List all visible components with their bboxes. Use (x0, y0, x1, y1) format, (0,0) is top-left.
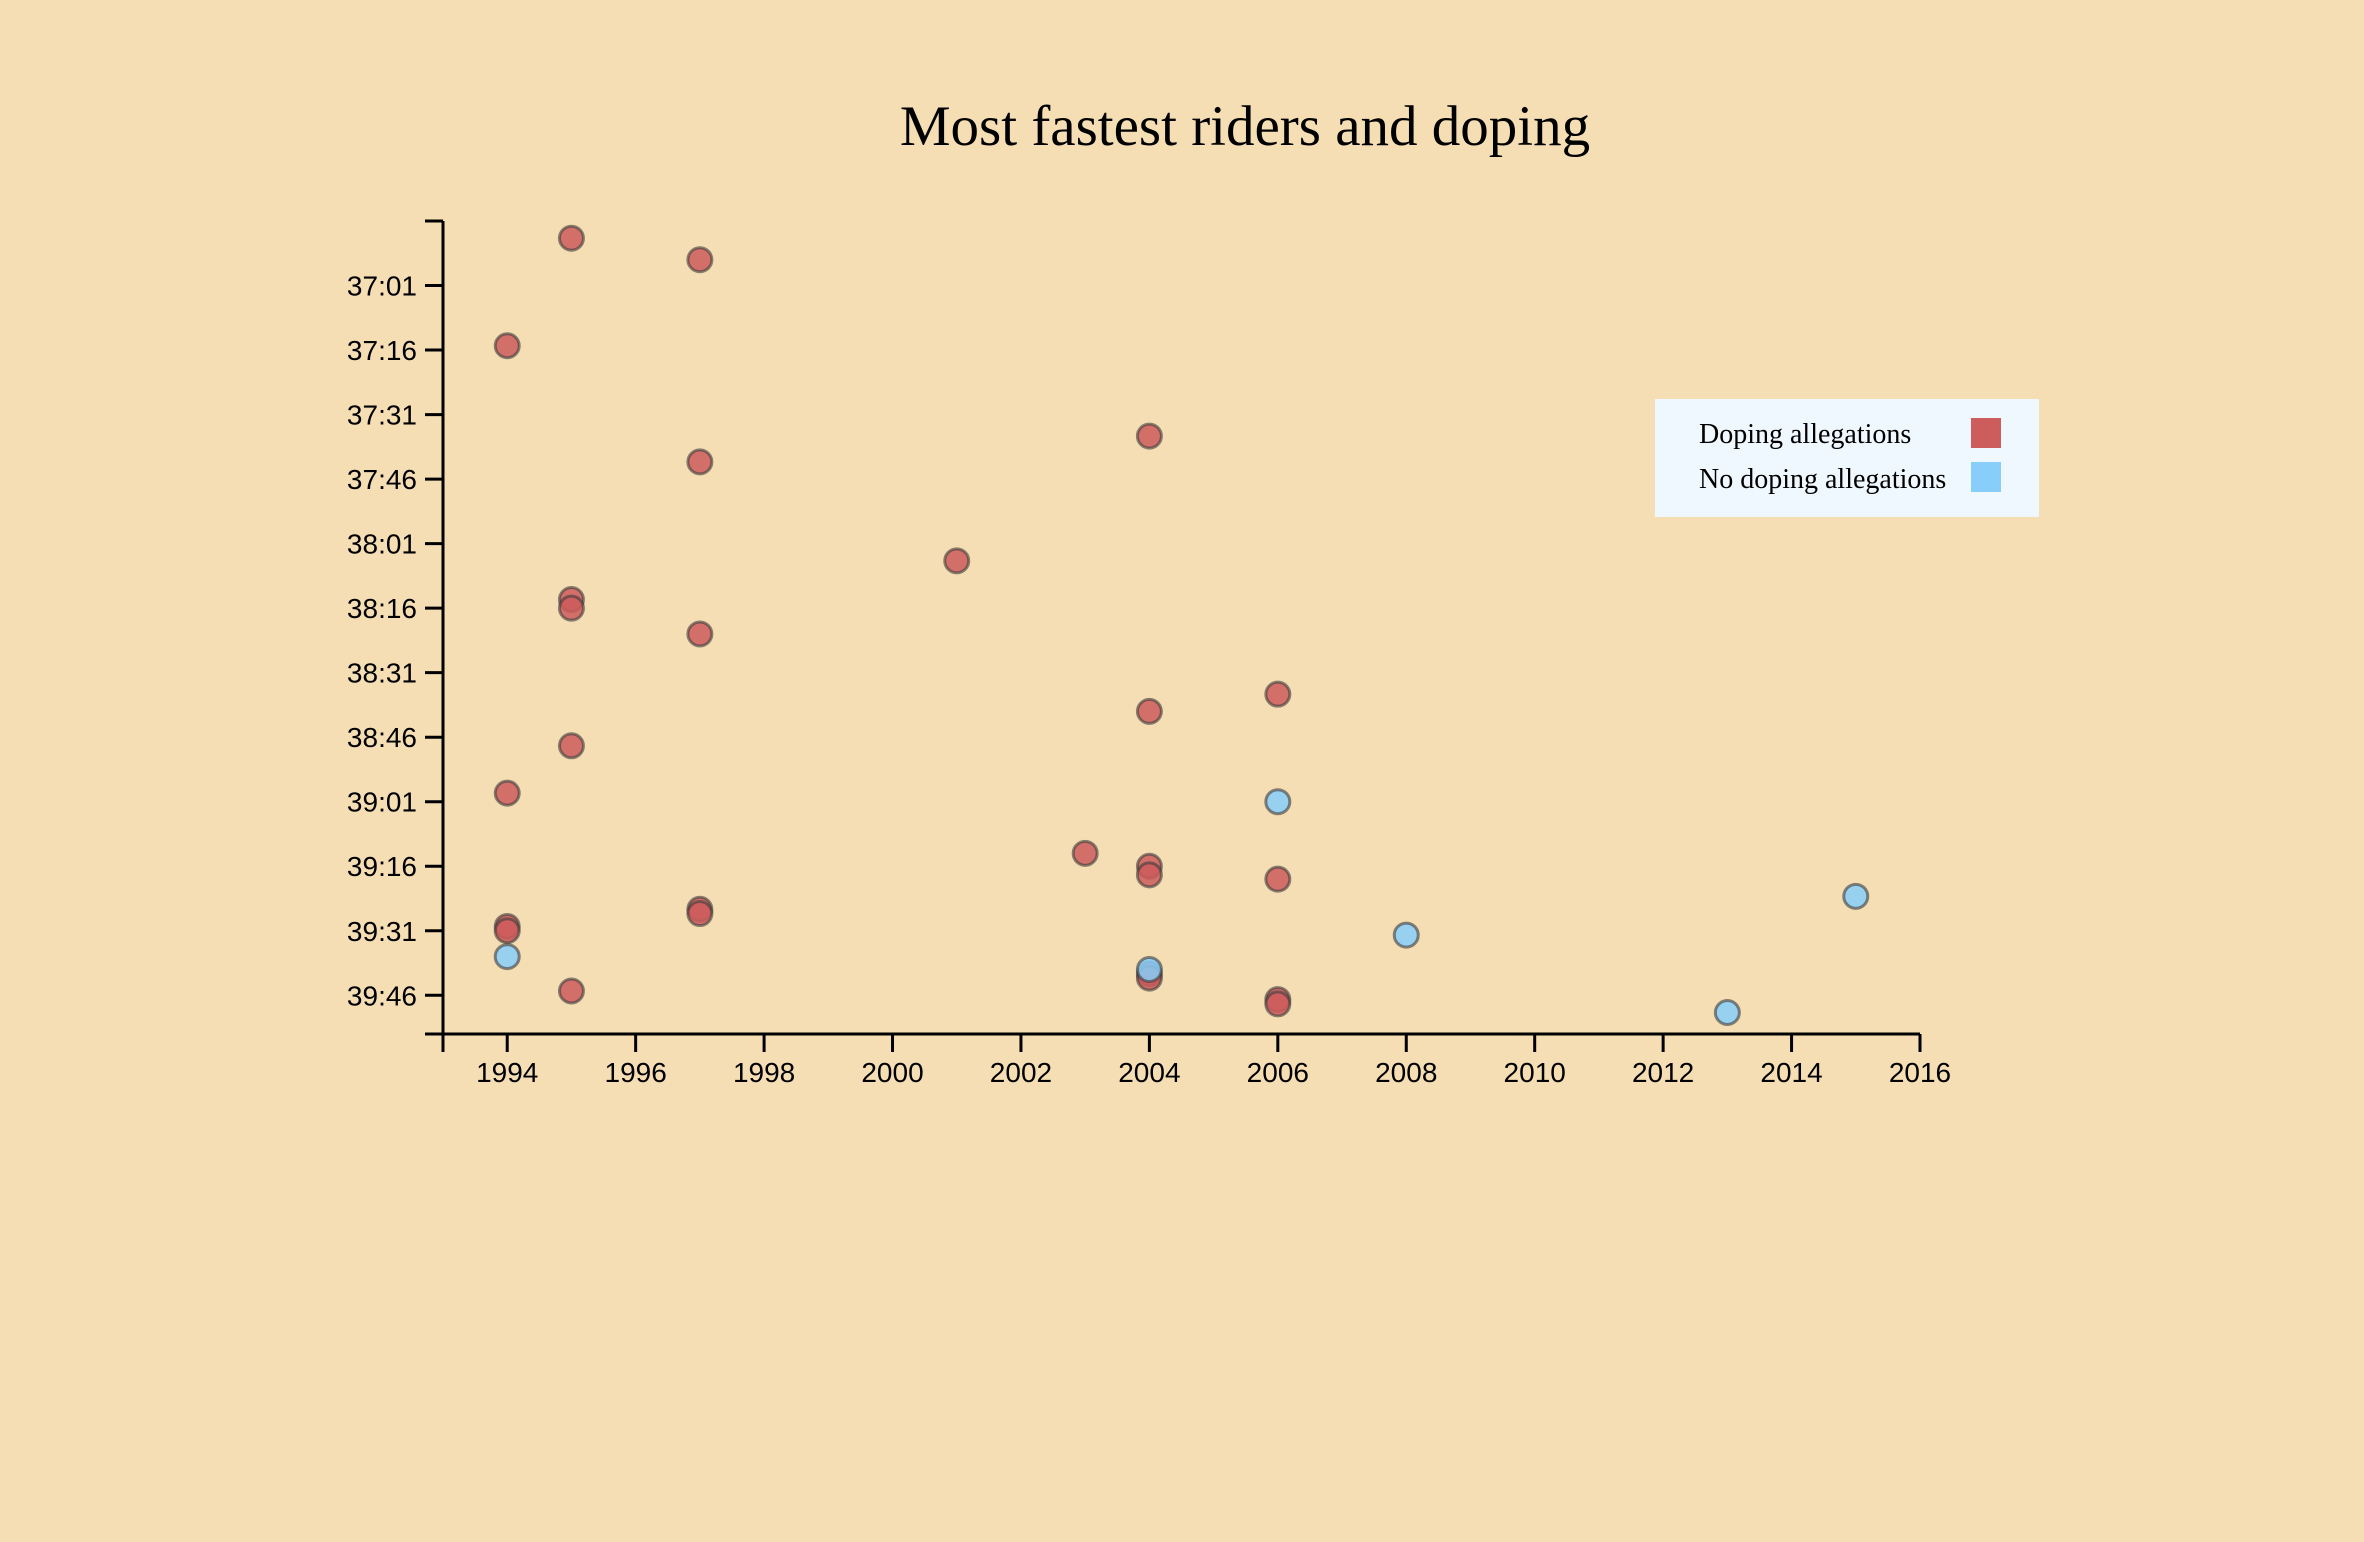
data-point-doping[interactable] (1264, 865, 1292, 893)
x-tick-label: 2000 (861, 1057, 923, 1088)
x-tick-label: 2010 (1504, 1057, 1566, 1088)
y-tick-label: 38:01 (347, 529, 417, 560)
x-tick-label: 2014 (1760, 1057, 1822, 1088)
data-point-doping[interactable] (493, 779, 521, 807)
data-point-doping[interactable] (1071, 839, 1099, 867)
x-tick-label: 2012 (1632, 1057, 1694, 1088)
data-point-doping[interactable] (1135, 861, 1163, 889)
y-tick-label: 38:46 (347, 722, 417, 753)
data-point-doping[interactable] (493, 917, 521, 945)
legend-swatch-doping (1971, 418, 2001, 448)
chart-title: Most fastest riders and doping (900, 95, 1590, 158)
y-tick-label: 37:46 (347, 464, 417, 495)
y-tick-label: 38:16 (347, 593, 417, 624)
y-tick-label: 38:31 (347, 658, 417, 689)
data-point-no-doping[interactable] (1713, 998, 1741, 1026)
data-point-no-doping[interactable] (1135, 955, 1163, 983)
legend: Doping allegations No doping allegations (1655, 399, 2039, 517)
data-point-doping[interactable] (493, 332, 521, 360)
y-tick-label: 37:31 (347, 400, 417, 431)
data-point-doping[interactable] (1135, 422, 1163, 450)
data-point-no-doping[interactable] (1392, 921, 1420, 949)
x-tick-label: 1998 (733, 1057, 795, 1088)
y-tick-label: 39:16 (347, 851, 417, 882)
data-point-doping[interactable] (686, 246, 714, 274)
x-tick-label: 2004 (1118, 1057, 1180, 1088)
data-point-no-doping[interactable] (1842, 882, 1870, 910)
x-tick-label: 2002 (990, 1057, 1052, 1088)
data-point-doping[interactable] (557, 224, 585, 252)
data-point-doping[interactable] (557, 732, 585, 760)
y-tick-label: 37:16 (347, 335, 417, 366)
data-point-doping[interactable] (557, 977, 585, 1005)
legend-box (1655, 399, 2039, 517)
y-tick-label: 37:01 (347, 271, 417, 302)
data-point-doping[interactable] (1264, 990, 1292, 1018)
data-point-doping[interactable] (557, 594, 585, 622)
data-point-doping[interactable] (686, 448, 714, 476)
x-tick-label: 2008 (1375, 1057, 1437, 1088)
data-point-doping[interactable] (1135, 697, 1163, 725)
data-point-no-doping[interactable] (1264, 788, 1292, 816)
y-tick-label: 39:46 (347, 980, 417, 1011)
legend-label-no-doping: No doping allegations (1699, 464, 1946, 495)
data-point-doping[interactable] (1264, 680, 1292, 708)
data-point-no-doping[interactable] (493, 943, 521, 971)
data-point-doping[interactable] (943, 547, 971, 575)
data-points (493, 224, 1870, 1026)
legend-swatch-no-doping (1971, 462, 2001, 492)
axes: 37:01 37:16 37:31 37:46 38:01 38:16 38:31 38:46… (347, 219, 1951, 1088)
data-point-doping[interactable] (686, 620, 714, 648)
y-axis-ticks: 37:01 37:16 37:31 37:46 38:01 38:16 38:31 38:46… (347, 271, 443, 1011)
y-tick-label: 39:31 (347, 916, 417, 947)
x-tick-label: 1994 (476, 1057, 538, 1088)
x-tick-label: 2016 (1889, 1057, 1951, 1088)
x-tick-label: 2006 (1247, 1057, 1309, 1088)
x-axis-ticks: 1994 1996 1998 2000 2002 2004 2006 2008 2010 2012… (476, 1034, 1951, 1088)
y-tick-label: 39:01 (347, 787, 417, 818)
data-point-doping[interactable] (686, 900, 714, 928)
legend-label-doping: Doping allegations (1699, 419, 1911, 450)
x-tick-label: 1996 (605, 1057, 667, 1088)
